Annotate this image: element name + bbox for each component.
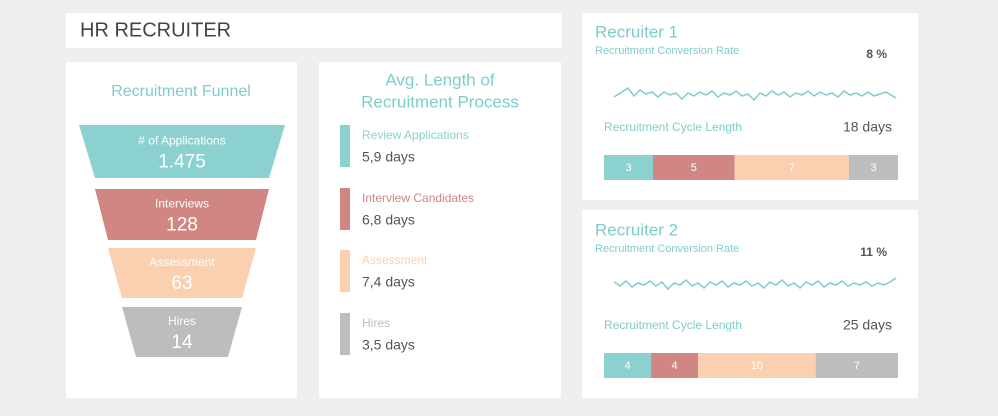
segment-label: 7 bbox=[854, 360, 860, 372]
funnel: # of Applications 1.475 Interviews 128 Asses… bbox=[79, 125, 285, 357]
avg-label: Review Applications bbox=[362, 128, 469, 142]
header-panel bbox=[66, 13, 562, 48]
avg-panel bbox=[319, 62, 561, 398]
cycle-segment bbox=[734, 155, 849, 180]
cycle-segment bbox=[815, 353, 898, 378]
cycle-value: 18 days bbox=[843, 119, 892, 135]
conversion-label: Recruitment Conversion Rate bbox=[595, 45, 739, 57]
avg-label: Hires bbox=[362, 316, 390, 330]
funnel-value: 63 bbox=[171, 273, 192, 294]
avg-color-bar bbox=[340, 250, 350, 292]
segment-label: 4 bbox=[671, 360, 677, 372]
avg-color-bar bbox=[340, 188, 350, 230]
segment-label: 4 bbox=[624, 360, 630, 372]
avg-color-bar bbox=[340, 313, 350, 355]
avg-value: 3,5 days bbox=[362, 337, 415, 353]
funnel-value: 128 bbox=[166, 215, 198, 236]
recruiter-title: Recruiter 2 bbox=[595, 220, 678, 239]
header-title: HR RECRUITER bbox=[80, 19, 231, 41]
avg-color-bar bbox=[340, 125, 350, 167]
cycle-label: Recruitment Cycle Length bbox=[604, 120, 742, 134]
avg-title: Avg. Length of bbox=[385, 70, 495, 89]
funnel-label: # of Applications bbox=[138, 134, 225, 148]
funnel-value: 14 bbox=[171, 332, 193, 353]
cycle-value: 25 days bbox=[843, 317, 892, 333]
conversion-value: 8 % bbox=[866, 47, 887, 61]
cycle-segment bbox=[653, 155, 735, 180]
segment-label: 3 bbox=[625, 162, 631, 174]
cycle-label: Recruitment Cycle Length bbox=[604, 318, 742, 332]
funnel-label: Interviews bbox=[155, 197, 209, 211]
funnel-stage bbox=[108, 248, 256, 298]
conversion-label: Recruitment Conversion Rate bbox=[595, 243, 739, 255]
cycle-segment bbox=[698, 353, 816, 378]
cycle-segment bbox=[604, 155, 653, 180]
segment-label: 10 bbox=[751, 360, 763, 372]
recruiter-title: Recruiter 1 bbox=[595, 22, 678, 41]
cycle-segment bbox=[604, 353, 652, 378]
conversion-value: 11 % bbox=[860, 245, 887, 259]
segment-label: 3 bbox=[870, 162, 876, 174]
avg-label: Interview Candidates bbox=[362, 191, 474, 205]
funnel-stage bbox=[95, 189, 269, 240]
recruiters: Recruiter 1 Recruitment Conversion Rate 8 … bbox=[595, 22, 898, 378]
segment-label: 7 bbox=[789, 162, 795, 174]
avg-value: 6,8 days bbox=[362, 212, 415, 228]
sparkline bbox=[613, 277, 897, 291]
cycle-segment bbox=[651, 353, 699, 378]
funnel-stage bbox=[79, 125, 285, 178]
funnel-title: Recruitment Funnel bbox=[111, 83, 251, 100]
funnel-stage bbox=[122, 307, 242, 357]
funnel-label: Hires bbox=[168, 314, 196, 328]
segment-label: 5 bbox=[691, 162, 697, 174]
avg-label: Assessment bbox=[362, 253, 428, 267]
sparkline bbox=[613, 86, 897, 102]
avg-value: 5,9 days bbox=[362, 149, 415, 165]
funnel-label: Assessment bbox=[149, 255, 215, 269]
cycle-segment bbox=[849, 155, 898, 180]
funnel-value: 1.475 bbox=[158, 152, 206, 173]
avg-value: 7,4 days bbox=[362, 274, 415, 290]
avg-list: Review Applications 5,9 days Interview Can… bbox=[340, 125, 474, 355]
avg-title: Recruitment Process bbox=[361, 92, 519, 111]
